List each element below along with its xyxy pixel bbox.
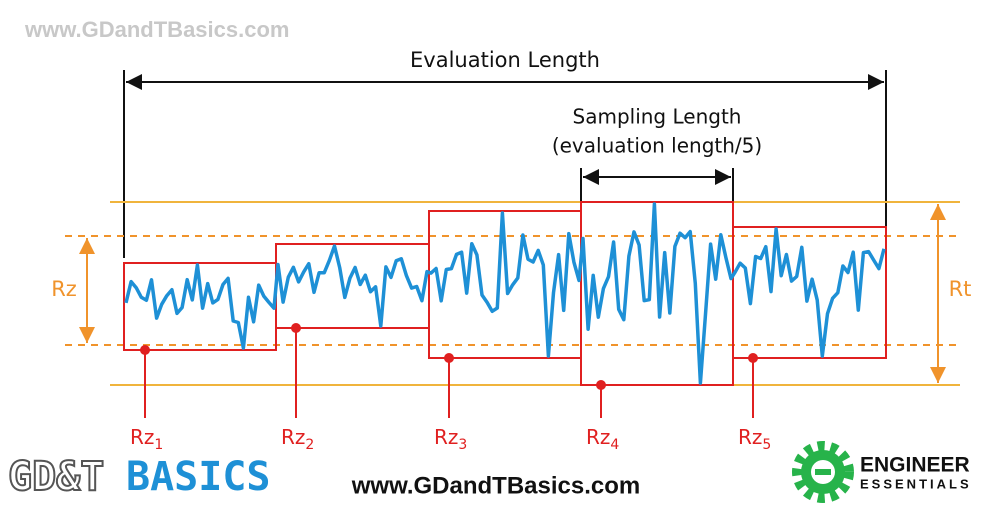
segment-label-sub: 4 xyxy=(610,437,619,453)
segment-label-main: Rz xyxy=(130,425,154,449)
segment-label-sub: 5 xyxy=(762,437,771,453)
sampling-box xyxy=(732,226,887,359)
sampling-label: Sampling Length xyxy=(573,105,742,129)
sampling-box xyxy=(275,243,430,329)
segment-label-main: Rz xyxy=(738,425,762,449)
segment-label-sub: 2 xyxy=(305,437,314,453)
segment-label: Rz4 xyxy=(586,425,619,454)
segment-label-main: Rz xyxy=(434,425,458,449)
callout-dot xyxy=(748,353,758,363)
callout-dot xyxy=(291,323,301,333)
logo-left-accent: BASICS xyxy=(126,454,271,500)
segment-label-sub: 1 xyxy=(154,437,163,453)
callout-dot xyxy=(140,345,150,355)
logo-right-sub: ESSENTIALS xyxy=(860,476,972,491)
segment-label-main: Rz xyxy=(281,425,305,449)
watermark: www.GDandTBasics.com xyxy=(24,17,289,42)
evaluation-label: Evaluation Length xyxy=(410,48,600,72)
segment-label: Rz1 xyxy=(130,425,163,454)
callout-dot xyxy=(596,380,606,390)
rz-label: Rz xyxy=(51,277,77,301)
footer-url: www.GDandTBasics.com xyxy=(351,472,641,499)
segment-label-sub: 3 xyxy=(458,437,467,453)
segment-label-main: Rz xyxy=(586,425,610,449)
segment-label: Rz2 xyxy=(281,425,314,454)
logo-left: GD&T xyxy=(8,454,104,500)
logo-right: ENGINEER xyxy=(860,454,970,477)
rt-label: Rt xyxy=(949,277,972,301)
segment-label: Rz5 xyxy=(738,425,771,454)
gear-icon xyxy=(792,441,854,503)
sampling-sublabel: (evaluation length/5) xyxy=(552,134,762,158)
callout-dot xyxy=(444,353,454,363)
segment-label: Rz3 xyxy=(434,425,467,454)
surface-profile xyxy=(124,202,886,385)
